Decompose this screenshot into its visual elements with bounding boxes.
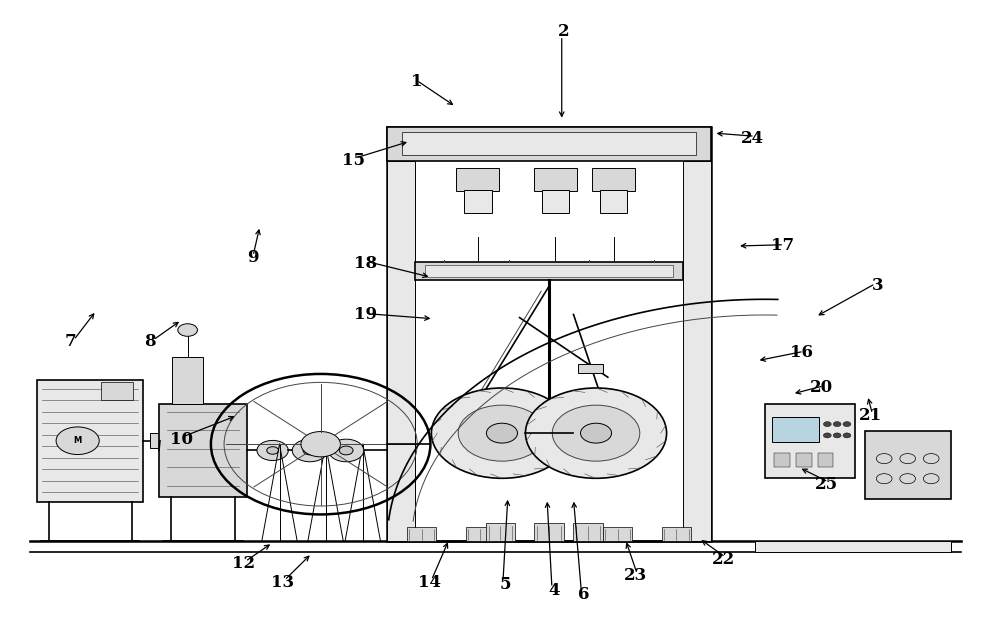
Bar	[415, 262, 683, 280]
Bar	[573, 524, 603, 541]
Bar	[387, 161, 415, 541]
Text: 1: 1	[411, 73, 422, 90]
Bar	[402, 132, 696, 155]
Text: 18: 18	[354, 255, 377, 272]
Text: 5: 5	[499, 576, 511, 593]
Bar	[159, 404, 247, 497]
Text: 17: 17	[771, 237, 794, 255]
Text: 13: 13	[271, 573, 294, 591]
Bar	[662, 527, 691, 541]
Bar	[865, 431, 951, 499]
Circle shape	[552, 405, 640, 461]
Bar	[603, 527, 632, 541]
Text: 14: 14	[418, 573, 441, 591]
Bar	[683, 161, 711, 541]
Text: 4: 4	[548, 582, 560, 600]
Bar	[542, 189, 569, 213]
Bar	[466, 527, 495, 541]
Text: 12: 12	[232, 555, 255, 572]
Circle shape	[292, 439, 328, 461]
Circle shape	[301, 431, 340, 457]
Bar	[600, 189, 627, 213]
Text: 7: 7	[65, 333, 77, 351]
Bar	[592, 168, 635, 191]
Circle shape	[328, 439, 364, 461]
Text: 23: 23	[624, 568, 647, 584]
Bar	[464, 189, 492, 213]
Circle shape	[843, 433, 851, 438]
Circle shape	[843, 422, 851, 427]
Circle shape	[303, 446, 317, 455]
Text: 2: 2	[558, 23, 570, 40]
Circle shape	[581, 423, 612, 443]
Text: 10: 10	[170, 431, 193, 447]
Circle shape	[56, 427, 99, 454]
Bar	[774, 453, 790, 467]
Bar	[539, 404, 559, 430]
Circle shape	[178, 324, 197, 336]
Bar	[578, 364, 603, 373]
Text: 16: 16	[790, 344, 813, 361]
Circle shape	[823, 433, 831, 438]
Bar	[534, 168, 577, 191]
Bar	[818, 453, 833, 467]
Bar	[150, 433, 160, 448]
Bar	[755, 541, 951, 552]
Text: M: M	[74, 436, 82, 445]
Text: 25: 25	[815, 476, 838, 493]
Bar	[772, 417, 819, 442]
Circle shape	[833, 422, 841, 427]
Text: 3: 3	[871, 277, 883, 294]
Circle shape	[431, 388, 573, 478]
Text: 21: 21	[859, 407, 882, 424]
Bar	[172, 357, 203, 404]
Text: 15: 15	[342, 152, 364, 168]
Circle shape	[525, 388, 667, 478]
Bar	[796, 453, 812, 467]
Bar	[456, 168, 499, 191]
Bar	[765, 404, 855, 478]
Bar	[486, 524, 515, 541]
Circle shape	[486, 423, 517, 443]
Text: 20: 20	[810, 380, 833, 396]
Circle shape	[339, 446, 353, 455]
Bar	[387, 127, 711, 541]
Bar	[407, 527, 436, 541]
Circle shape	[257, 440, 288, 461]
Text: 8: 8	[144, 333, 156, 351]
Text: 22: 22	[712, 551, 735, 568]
Bar	[101, 382, 133, 399]
Bar	[387, 127, 711, 161]
Circle shape	[833, 433, 841, 438]
Circle shape	[823, 422, 831, 427]
Circle shape	[267, 447, 279, 454]
Text: 9: 9	[247, 249, 259, 266]
Bar	[534, 524, 564, 541]
Text: 6: 6	[578, 586, 589, 604]
Circle shape	[458, 405, 546, 461]
Bar	[425, 265, 673, 278]
Text: 19: 19	[354, 307, 377, 323]
Bar	[37, 380, 143, 502]
Text: 24: 24	[741, 130, 764, 147]
